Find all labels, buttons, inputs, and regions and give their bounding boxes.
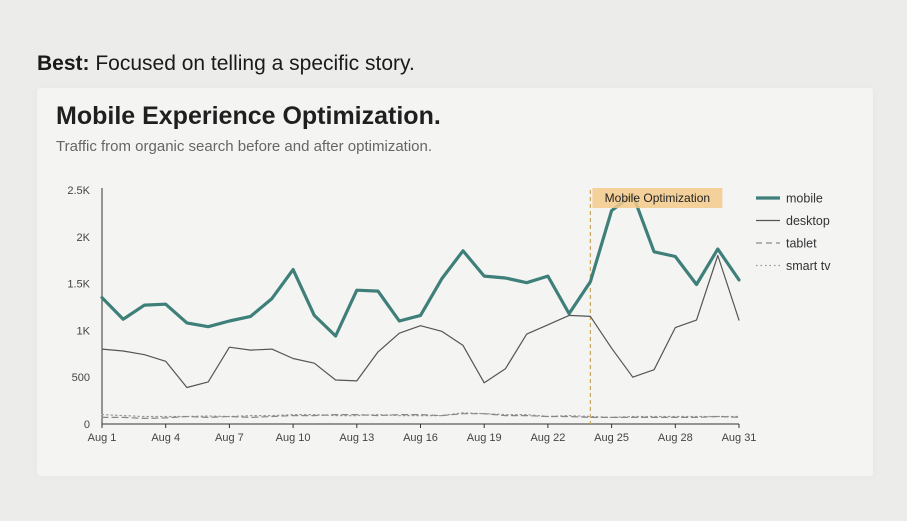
y-tick-label: 500	[72, 372, 90, 384]
series-line-desktop	[101, 254, 740, 389]
series-line-mobile	[100, 193, 741, 338]
heading-lead: Best:	[37, 52, 90, 75]
chart-subtitle: Traffic from organic search before and a…	[56, 138, 433, 155]
legend-label-desktop: desktop	[786, 214, 830, 228]
y-tick-label: 1.5K	[67, 279, 90, 291]
x-tick-label: Aug 25	[594, 432, 629, 444]
x-tick-label: Aug 28	[658, 432, 693, 444]
x-tick-label: Aug 31	[722, 432, 757, 444]
y-tick-label: 2.5K	[67, 185, 90, 197]
chart-title: Mobile Experience Optimization.	[56, 102, 441, 130]
y-tick-label: 2K	[77, 232, 91, 244]
x-tick-label: Aug 16	[403, 432, 438, 444]
annotation-box	[592, 188, 723, 208]
series-line-smart-tv	[101, 412, 740, 418]
x-tick-label: Aug 4	[151, 432, 180, 444]
x-tick-label: Aug 1	[88, 432, 117, 444]
slide-heading: Best: Focused on telling a specific stor…	[37, 52, 415, 76]
x-tick-label: Aug 22	[530, 432, 565, 444]
heading-text: Focused on telling a specific story.	[89, 52, 415, 75]
y-tick-label: 0	[84, 419, 90, 431]
x-tick-label: Aug 13	[339, 432, 374, 444]
annotation-label: Mobile Optimization	[605, 191, 710, 205]
legend-label-mobile: mobile	[786, 192, 823, 206]
legend-label-tablet: tablet	[786, 237, 817, 251]
chart-card: Mobile Experience Optimization. Traffic …	[37, 88, 873, 476]
series-line-tablet	[101, 413, 740, 419]
x-tick-label: Aug 7	[215, 432, 244, 444]
x-tick-label: Aug 10	[276, 432, 311, 444]
legend-label-smart-tv: smart tv	[786, 259, 831, 273]
x-tick-label: Aug 19	[467, 432, 502, 444]
line-chart: 0 500 1K 1.5K 2K 2.5K Aug 1 Aug 4 Aug 7 Aug 10 Aug…	[67, 185, 831, 444]
y-tick-label: 1K	[77, 325, 91, 337]
